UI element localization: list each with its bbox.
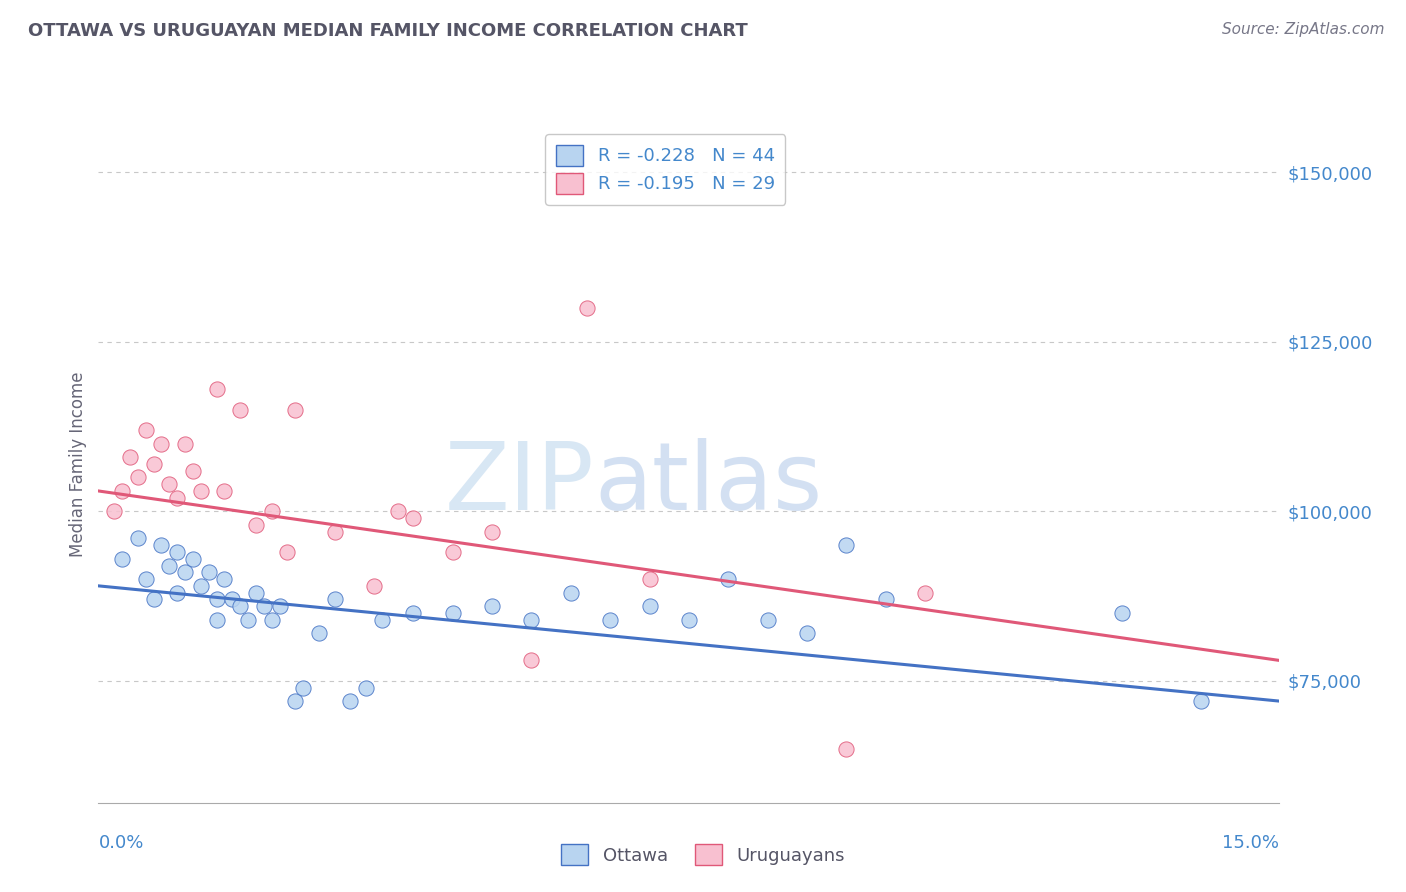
Text: ZIP: ZIP — [444, 438, 595, 530]
Point — [796, 626, 818, 640]
Point — [638, 572, 661, 586]
Text: OTTAWA VS URUGUAYAN MEDIAN FAMILY INCOME CORRELATION CHART: OTTAWA VS URUGUAYAN MEDIAN FAMILY INCOME… — [28, 22, 748, 40]
Point — [756, 613, 779, 627]
Point — [166, 585, 188, 599]
Point — [387, 504, 409, 518]
Point — [150, 538, 173, 552]
Point — [111, 483, 134, 498]
Point — [142, 457, 165, 471]
Text: atlas: atlas — [595, 438, 823, 530]
Point — [150, 436, 173, 450]
Text: Source: ZipAtlas.com: Source: ZipAtlas.com — [1222, 22, 1385, 37]
Point — [174, 436, 197, 450]
Point — [276, 545, 298, 559]
Point — [245, 517, 267, 532]
Text: 0.0%: 0.0% — [98, 834, 143, 852]
Point — [221, 592, 243, 607]
Legend: Ottawa, Uruguayans: Ottawa, Uruguayans — [553, 835, 853, 874]
Point — [481, 524, 503, 539]
Point — [560, 585, 582, 599]
Point — [717, 572, 740, 586]
Point — [260, 613, 283, 627]
Point — [260, 504, 283, 518]
Point — [205, 382, 228, 396]
Point — [292, 681, 315, 695]
Point — [103, 504, 125, 518]
Point — [599, 613, 621, 627]
Point — [229, 599, 252, 614]
Point — [127, 470, 149, 484]
Point — [127, 532, 149, 546]
Point — [135, 423, 157, 437]
Point — [914, 585, 936, 599]
Point — [638, 599, 661, 614]
Point — [520, 613, 543, 627]
Point — [678, 613, 700, 627]
Point — [214, 483, 236, 498]
Point — [1111, 606, 1133, 620]
Point — [323, 524, 346, 539]
Point — [371, 613, 394, 627]
Point — [111, 551, 134, 566]
Point — [875, 592, 897, 607]
Point — [166, 491, 188, 505]
Point — [339, 694, 361, 708]
Point — [575, 301, 598, 315]
Point — [835, 538, 858, 552]
Point — [253, 599, 276, 614]
Point — [236, 613, 259, 627]
Y-axis label: Median Family Income: Median Family Income — [69, 371, 87, 557]
Point — [1189, 694, 1212, 708]
Point — [835, 741, 858, 756]
Text: 15.0%: 15.0% — [1222, 834, 1279, 852]
Point — [181, 551, 204, 566]
Point — [214, 572, 236, 586]
Point — [284, 402, 307, 417]
Point — [157, 477, 180, 491]
Point — [308, 626, 330, 640]
Point — [205, 613, 228, 627]
Point — [174, 566, 197, 580]
Point — [142, 592, 165, 607]
Point — [166, 545, 188, 559]
Point — [269, 599, 291, 614]
Point — [441, 545, 464, 559]
Point — [402, 606, 425, 620]
Point — [323, 592, 346, 607]
Point — [245, 585, 267, 599]
Point — [441, 606, 464, 620]
Point — [363, 579, 385, 593]
Point — [481, 599, 503, 614]
Point — [229, 402, 252, 417]
Point — [190, 579, 212, 593]
Point — [181, 464, 204, 478]
Point — [354, 681, 377, 695]
Point — [520, 653, 543, 667]
Point — [190, 483, 212, 498]
Point — [205, 592, 228, 607]
Point — [197, 566, 219, 580]
Point — [402, 511, 425, 525]
Legend: R = -0.228   N = 44, R = -0.195   N = 29: R = -0.228 N = 44, R = -0.195 N = 29 — [546, 134, 786, 204]
Point — [157, 558, 180, 573]
Point — [118, 450, 141, 464]
Point — [284, 694, 307, 708]
Point — [135, 572, 157, 586]
